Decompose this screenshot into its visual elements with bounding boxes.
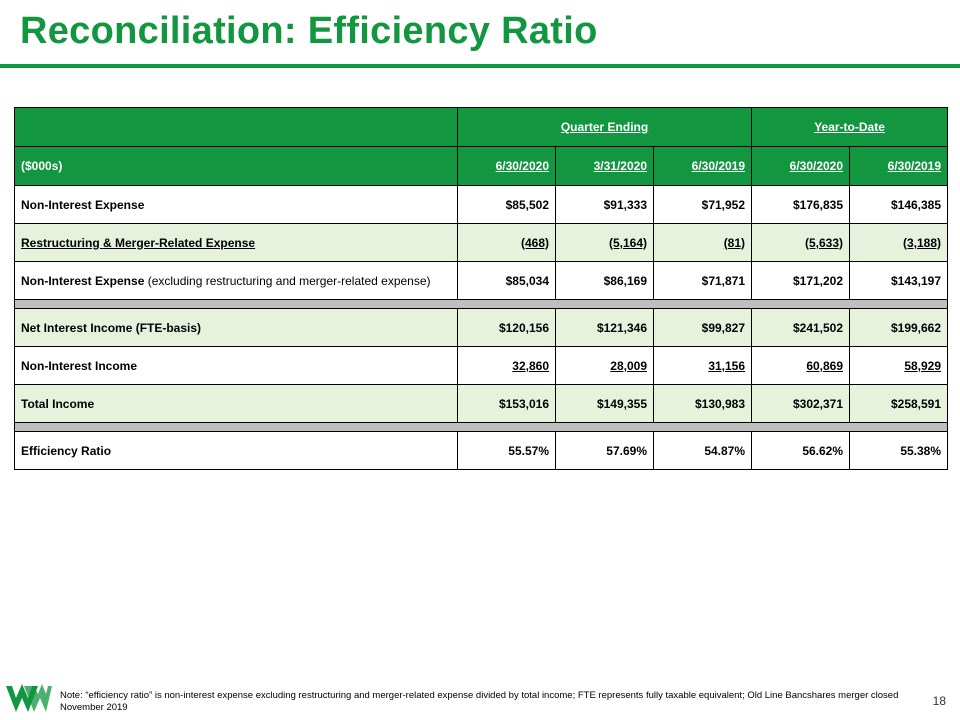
row-label-text: Restructuring & Merger-Related Expense (21, 235, 256, 250)
column-header: 3/31/2020 (555, 146, 654, 186)
table-row: Net Interest Income (FTE-basis) $120,156… (14, 308, 949, 347)
table-cell: 55.38% (849, 431, 949, 470)
table-cell: (81) (652, 223, 753, 262)
table-group-header-row: Quarter Ending Year-to-Date (14, 107, 949, 147)
table-row: Non-Interest Expense (excluding restruct… (14, 261, 949, 300)
table-cell: 54.87% (652, 431, 753, 470)
table-cell: $153,016 (457, 384, 556, 423)
table-cell: 31,156 (652, 346, 753, 385)
table-cell: $121,346 (555, 308, 654, 347)
wesbanco-w-logo-icon (6, 684, 52, 712)
table-cell: $146,385 (849, 185, 949, 224)
table-cell: $302,371 (751, 384, 851, 423)
column-header: 6/30/2019 (849, 146, 949, 186)
table-cell: 32,860 (457, 346, 556, 385)
table-cell: $86,169 (555, 261, 654, 300)
column-header: 6/30/2020 (457, 146, 556, 186)
table-cell: $85,502 (457, 185, 556, 224)
table-cell: $71,871 (652, 261, 753, 300)
page-title: Reconciliation: Efficiency Ratio (20, 10, 598, 52)
row-label-note: (excluding restructuring and merger-rela… (144, 273, 431, 288)
column-header: 6/30/2020 (751, 146, 851, 186)
table-cell: $130,983 (652, 384, 753, 423)
table-cell: $71,952 (652, 185, 753, 224)
table-cell: $91,333 (555, 185, 654, 224)
row-label-text: Non-Interest Expense (21, 273, 145, 288)
table-cell: (5,633) (751, 223, 851, 262)
footnote: Note: “efficiency ratio” is non-interest… (60, 690, 899, 713)
page-number: 18 (932, 694, 946, 708)
table-row: Non-Interest Expense $85,502 $91,333 $71… (14, 185, 949, 224)
table-cell: $199,662 (849, 308, 949, 347)
table-cell: $120,156 (457, 308, 556, 347)
unit-label: ($000s) (14, 146, 458, 186)
row-label: Restructuring & Merger-Related Expense (14, 223, 458, 262)
table-separator (13, 422, 949, 432)
table-cell: $85,034 (457, 261, 556, 300)
row-label: Net Interest Income (FTE-basis) (14, 308, 458, 347)
row-label: Non-Interest Expense (14, 185, 458, 224)
table-cell: $149,355 (555, 384, 654, 423)
column-header: 6/30/2019 (652, 146, 753, 186)
table-row: Non-Interest Income 32,860 28,009 31,156… (14, 346, 949, 385)
row-label: Efficiency Ratio (14, 431, 458, 470)
table-row: Total Income $153,016 $149,355 $130,983 … (14, 384, 949, 423)
row-label: Non-Interest Expense (excluding restruct… (14, 261, 458, 300)
table-cell: 58,929 (849, 346, 949, 385)
table-cell: 60,869 (751, 346, 851, 385)
table-cell: $171,202 (751, 261, 851, 300)
table-cell: 56.62% (751, 431, 851, 470)
table-cell: 28,009 (555, 346, 654, 385)
efficiency-ratio-table: Quarter Ending Year-to-Date ($000s) 6/30… (13, 107, 949, 470)
table-cell: (468) (457, 223, 556, 262)
row-label: Total Income (14, 384, 458, 423)
table-separator (13, 299, 949, 309)
table-row: Efficiency Ratio 55.57% 57.69% 54.87% 56… (14, 431, 949, 470)
table-cell: 57.69% (555, 431, 654, 470)
table-cell: (5,164) (555, 223, 654, 262)
table-cell: $241,502 (751, 308, 851, 347)
table-row: Restructuring & Merger-Related Expense (… (14, 223, 949, 262)
title-divider (0, 64, 960, 68)
table-column-header-row: ($000s) 6/30/2020 3/31/2020 6/30/2019 6/… (14, 146, 949, 186)
table-cell: $143,197 (849, 261, 949, 300)
table-cell: $258,591 (849, 384, 949, 423)
row-label: Non-Interest Income (14, 346, 458, 385)
table-cell: $99,827 (652, 308, 753, 347)
table-cell: (3,188) (849, 223, 949, 262)
table-cell: $176,835 (751, 185, 851, 224)
table-cell: 55.57% (457, 431, 556, 470)
group-header-quarter: Quarter Ending (456, 107, 753, 147)
group-header-ytd: Year-to-Date (751, 107, 949, 147)
